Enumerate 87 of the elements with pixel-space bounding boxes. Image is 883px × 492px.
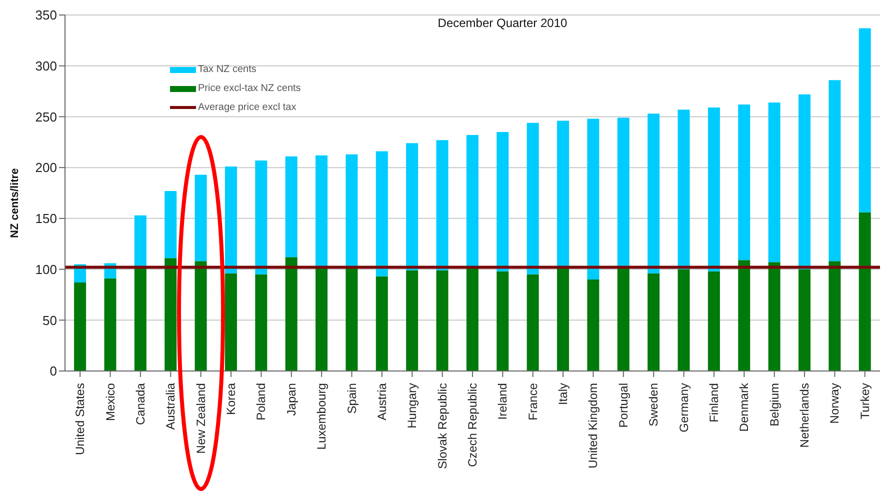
bar — [526, 122, 539, 274]
y-tick-label: 150 — [35, 211, 57, 226]
y-tick-label: 300 — [35, 58, 57, 74]
bar — [526, 274, 539, 371]
bar — [255, 160, 268, 274]
x-tick-label: Spain — [344, 383, 359, 414]
x-tick-label: Japan — [284, 383, 298, 416]
bar — [708, 108, 720, 272]
bar — [738, 104, 750, 260]
bar — [376, 276, 388, 371]
y-tick-label: 250 — [35, 109, 57, 124]
y-axis-title: NZ cents/litre — [8, 168, 21, 238]
bar — [194, 174, 207, 262]
x-tick-label: Hungary — [405, 383, 420, 428]
bar — [406, 143, 418, 270]
x-tick-label: Korea — [224, 382, 238, 416]
bar — [708, 271, 720, 371]
bar — [617, 118, 630, 266]
y-tick-label: 200 — [35, 160, 57, 176]
bar — [164, 190, 177, 258]
x-tick-label: Denmark — [737, 382, 752, 432]
x-tick-label: Australia — [164, 382, 178, 430]
bar — [194, 261, 207, 371]
x-tick-label: Czech Republic — [466, 383, 480, 468]
bar — [376, 151, 388, 276]
x-tick-label: Italy — [556, 383, 570, 406]
bar — [828, 80, 841, 262]
x-tick-label: Portugal — [616, 383, 630, 428]
bar — [74, 282, 86, 371]
bar — [768, 262, 780, 371]
chart-title: December Quarter 2010 — [438, 16, 568, 30]
bar — [587, 118, 600, 280]
legend-label: Price excl-tax NZ cents — [198, 83, 301, 94]
x-tick-label: Mexico — [103, 382, 118, 422]
bar — [768, 102, 780, 262]
x-tick-label: Finland — [706, 383, 721, 422]
x-tick-label: Slovak Republic — [435, 383, 450, 470]
x-tick-label: Sweden — [646, 383, 661, 426]
legend-label: Average price excl tax — [198, 102, 296, 113]
bar — [285, 156, 298, 258]
bar — [436, 140, 448, 270]
bar — [858, 212, 871, 371]
legend-label: Tax NZ cents — [198, 64, 256, 75]
x-tick-label: France — [526, 382, 540, 420]
bar — [466, 268, 478, 371]
x-tick-label: Turkey — [858, 383, 872, 420]
bar — [134, 267, 146, 371]
bar — [406, 270, 418, 371]
bar — [346, 154, 358, 266]
bar — [164, 258, 177, 371]
x-tick-label: Canada — [133, 382, 148, 426]
bar — [648, 273, 660, 371]
bar — [678, 110, 690, 270]
x-tick-label: United States — [73, 383, 88, 456]
x-tick-label: New Zealand — [194, 383, 208, 454]
x-tick-label: Luxembourg — [314, 383, 329, 450]
bar — [496, 271, 509, 371]
x-tick-label: Austria — [374, 382, 389, 420]
y-tick-label: 100 — [35, 262, 57, 277]
bar — [255, 274, 268, 371]
y-tick-label: 50 — [42, 312, 57, 328]
y-tick-label: 350 — [35, 8, 57, 23]
bar — [436, 270, 448, 371]
x-tick-label: United Kingdom — [586, 383, 600, 468]
bar — [738, 260, 750, 371]
bar — [678, 269, 690, 371]
y-tick-label: 0 — [50, 364, 57, 379]
x-tick-label: Norway — [828, 383, 842, 424]
bar — [798, 269, 810, 371]
bar — [798, 94, 810, 270]
bar — [104, 278, 116, 371]
x-tick-label: Ireland — [496, 383, 510, 420]
bar — [134, 215, 146, 268]
x-tick-label: Belgium — [767, 383, 782, 426]
bar — [587, 279, 600, 371]
bar — [316, 155, 328, 266]
bar — [858, 28, 871, 212]
bar — [285, 257, 298, 371]
bar — [224, 166, 237, 274]
bar — [557, 120, 570, 266]
x-tick-label: Netherlands — [798, 383, 812, 448]
x-tick-label: Germany — [676, 383, 691, 432]
bar — [828, 261, 841, 371]
bar — [648, 114, 660, 274]
x-tick-label: Poland — [254, 383, 268, 420]
bar — [496, 132, 509, 272]
bar — [224, 273, 237, 371]
